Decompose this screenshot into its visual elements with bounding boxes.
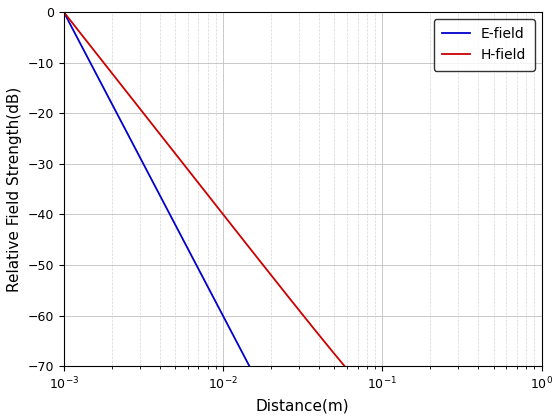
E-field xyxy=(85,56,91,61)
Line: H-field: H-field xyxy=(64,12,542,420)
X-axis label: Distance(m): Distance(m) xyxy=(256,398,349,413)
E-field xyxy=(60,9,67,14)
H-field xyxy=(293,304,300,309)
H-field xyxy=(280,288,287,293)
Y-axis label: Relative Field Strength(dB): Relative Field Strength(dB) xyxy=(7,87,22,291)
Legend: E-field, H-field: E-field, H-field xyxy=(433,19,535,71)
H-field xyxy=(85,40,91,45)
Line: E-field: E-field xyxy=(64,12,542,420)
H-field xyxy=(60,9,67,14)
